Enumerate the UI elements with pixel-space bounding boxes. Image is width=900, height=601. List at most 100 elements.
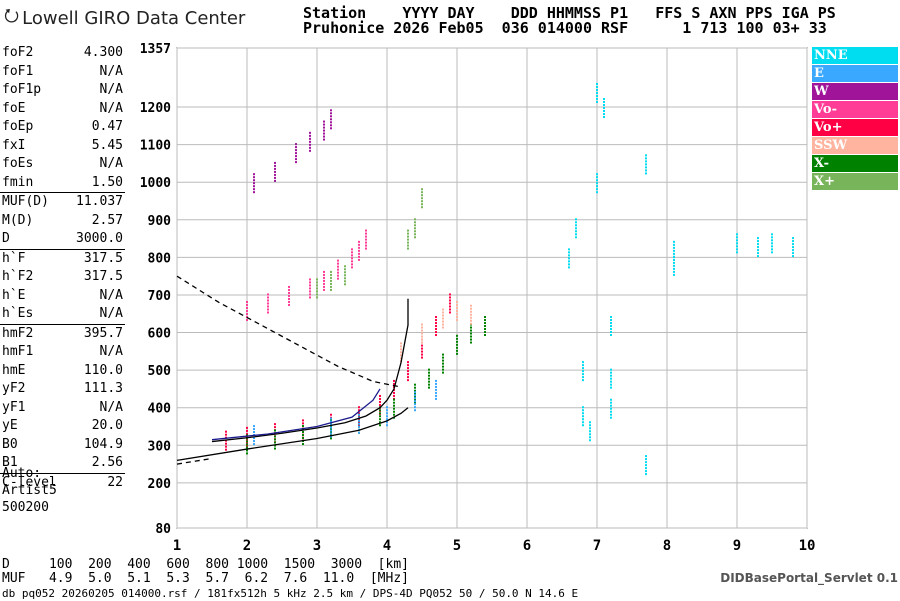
echo-point [449,311,451,314]
echo-point [379,421,381,424]
param-name: hmF2 [2,325,34,341]
echo-point [225,430,227,433]
echo-point [274,447,276,450]
param-name: foF1p [2,82,42,97]
echo-point [407,229,409,232]
echo-point [274,423,276,426]
echo-point [358,415,360,418]
param-value: 11.037 [76,194,123,209]
echo-point [771,245,773,248]
echo-point [428,377,430,380]
param-separator [0,472,125,474]
echo-point [449,293,451,296]
echo-point [470,319,472,322]
echo-point [645,166,647,169]
echo-point [757,243,759,246]
echo-point [414,391,416,394]
echo-point [484,319,486,322]
echo-point [582,424,584,427]
echo-point [330,270,332,273]
echo-point [379,424,381,427]
param-name: h`Es [2,306,34,321]
echo-point [274,438,276,441]
echo-point [582,415,584,418]
echo-point [673,240,675,243]
echo-point [575,230,577,233]
echo-point [274,164,276,167]
echo-point [246,300,248,303]
echo-point [358,240,360,243]
echo-point [246,440,248,443]
echo-point [407,238,409,241]
echo-point [449,296,451,299]
servlet-label: DIDBasePortal_Servlet 0.1 [720,571,898,585]
echo-point [421,347,423,350]
echo-point [316,290,318,293]
param-row: M(D) 2.57 [0,212,125,231]
echo-point [610,407,612,410]
y-tick-label: 600 [148,327,172,342]
legend-item-nne: NNE [812,47,898,64]
echo-point [295,158,297,161]
echo-point [414,389,416,392]
echo-point [358,409,360,412]
echo-point [302,425,304,428]
echo-point [414,403,416,406]
header-line-1: Station YYYY DAY DDD HHMMSS P1 FFS S AXN… [303,4,836,22]
echo-point [568,260,570,263]
echo-point [568,257,570,260]
echo-point [316,296,318,299]
echo-point [610,416,612,419]
echo-point [414,392,416,395]
echo-point [316,278,318,281]
echo-point [603,98,605,101]
footer-muf-line: MUF 4.9 5.0 5.1 5.3 5.7 6.2 7.6 11.0 [MH… [2,571,409,586]
echo-point [610,331,612,334]
echo-point [645,160,647,163]
echo-point [225,445,227,448]
echo-point [610,374,612,377]
echo-point [442,308,444,311]
echo-point [442,356,444,359]
echo-point [407,241,409,244]
echo-point [400,354,402,357]
param-value: N/A [99,100,123,116]
param-value: N/A [99,344,123,359]
echo-point [309,140,311,143]
echo-point [330,273,332,276]
echo-point [344,265,346,268]
parameter-table: foF2 4.300 foF1 N/A foF1p N/A foE N/A foEp 0.47 fx… [0,44,125,492]
echo-point [435,388,437,391]
echo-point [456,306,458,309]
echo-point [757,249,759,252]
echo-point [421,206,423,209]
echo-point [673,261,675,264]
echo-point [365,241,367,244]
echo-point [358,421,360,424]
echo-point [421,191,423,194]
echo-point [351,254,353,257]
echo-point [414,409,416,412]
echo-point [421,341,423,344]
echo-point [610,404,612,407]
param-value: 111.3 [83,381,123,396]
echo-point [309,296,311,299]
param-separator [0,248,125,250]
echo-point [575,218,577,221]
echo-point [596,179,598,182]
echo-point [253,179,255,182]
param-row: fxI 5.45 [0,137,125,156]
echo-point [603,113,605,116]
echo-point [358,413,360,416]
echo-point [274,161,276,164]
echo-point [323,126,325,129]
param-row: foF1 N/A [0,63,125,82]
y-tick-label: 700 [148,289,172,304]
echo-point [610,319,612,322]
plot-frame [176,47,808,529]
echo-point [442,314,444,317]
echo-point [610,371,612,374]
echo-point [456,318,458,321]
echo-point [428,386,430,389]
echo-point [736,248,738,251]
